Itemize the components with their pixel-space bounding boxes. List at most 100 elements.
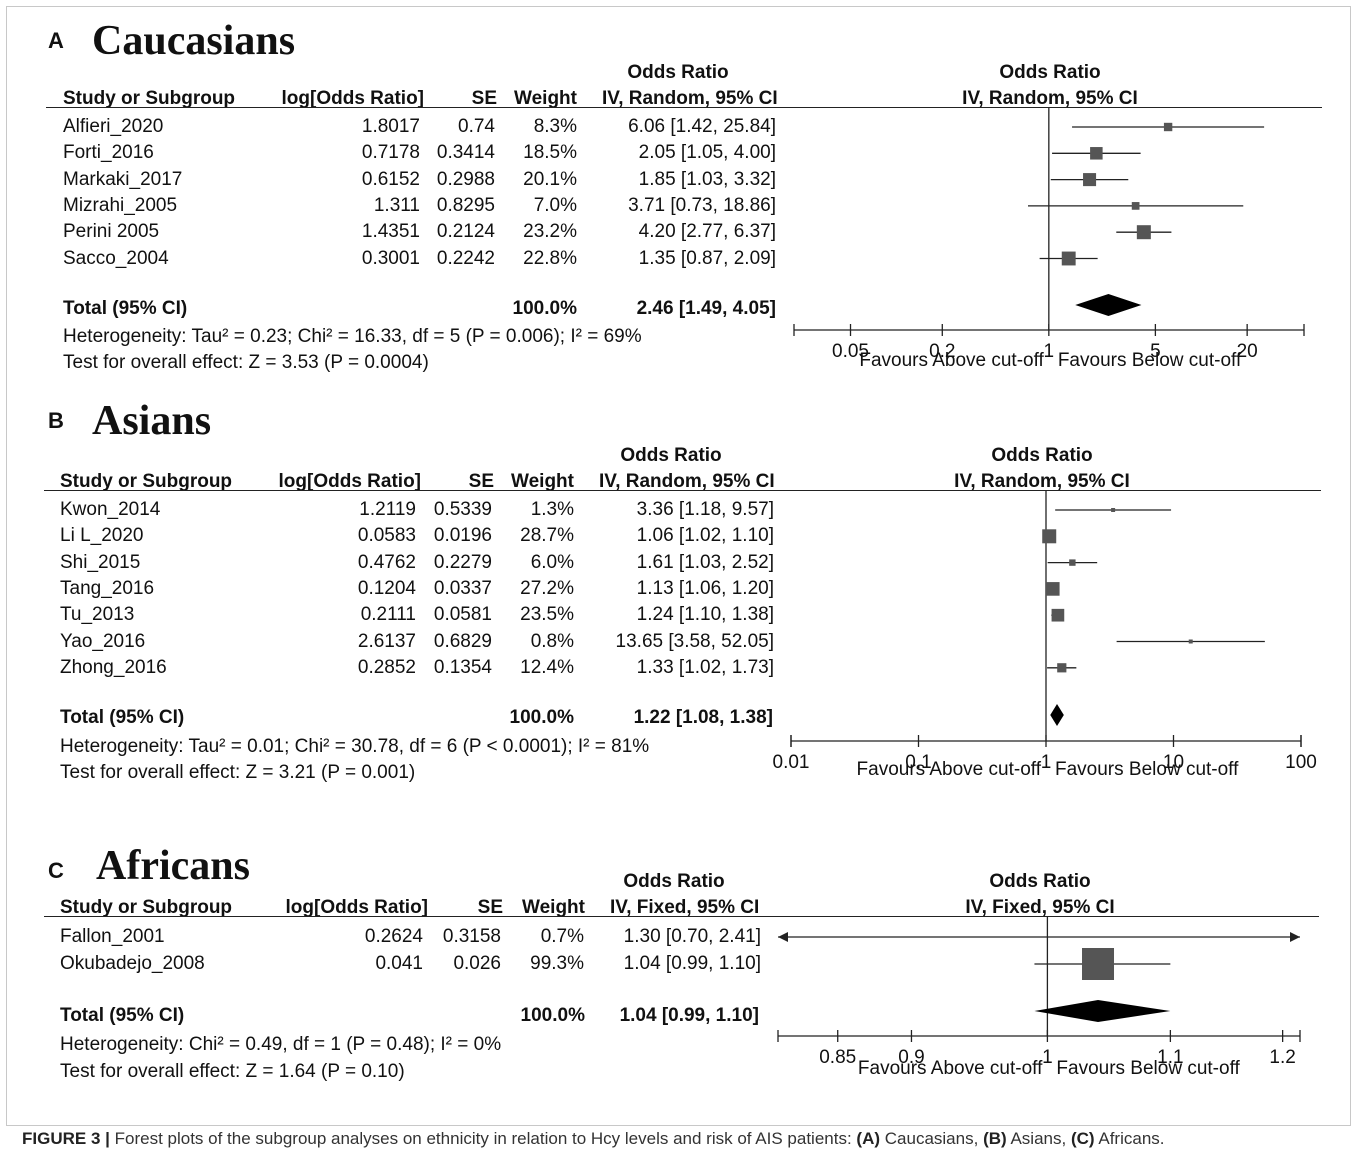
odds-ratio-ci: 4.20 [2.77, 6.37]: [638, 221, 776, 243]
panel-label: C: [48, 858, 64, 883]
study-name: Kwon_2014: [60, 499, 161, 520]
weight-header: Weight: [511, 471, 574, 492]
total-label: Total (95% CI): [63, 298, 188, 319]
log-odds-ratio: 1.4351: [361, 221, 420, 243]
standard-error: 0.2279: [433, 551, 492, 573]
total-ci: 1.04 [0.99, 1.10]: [619, 1005, 759, 1026]
panel-label: A: [48, 28, 64, 53]
total-weight: 100.0%: [520, 1005, 585, 1026]
favours-right-label: Favours Below cut-off: [1056, 1058, 1240, 1079]
standard-error: 0.2988: [436, 168, 495, 190]
odds-ratio-ci: 1.13 [1.06, 1.20]: [636, 577, 774, 599]
study-name: Tang_2016: [60, 577, 155, 599]
study-name: Tu_2013: [60, 604, 135, 626]
odds-ratio-ci: 3.36 [1.18, 9.57]: [636, 499, 774, 520]
caption-c-text: Africans.: [1098, 1129, 1165, 1148]
study-name: Fallon_2001: [60, 926, 165, 947]
heterogeneity-text: Heterogeneity: Chi² = 0.49, df = 1 (P = …: [60, 1034, 502, 1055]
favours-right-label: Favours Below cut-off: [1058, 350, 1242, 371]
total-label: Total (95% CI): [60, 707, 185, 728]
study-marker: [1082, 948, 1115, 980]
caption-figure-label: FIGURE 3 |: [22, 1129, 110, 1148]
x-tick-label: 1: [1042, 1047, 1053, 1068]
log-odds-ratio: 1.2119: [359, 499, 416, 520]
plot-column-title: Odds Ratio: [999, 62, 1101, 83]
logor-header: log[Odds Ratio]: [278, 471, 421, 492]
log-odds-ratio: 0.4762: [357, 551, 416, 573]
odds-ratio-ci: 1.61 [1.03, 2.52]: [636, 551, 774, 573]
study-name: Forti_2016: [63, 142, 154, 164]
study-weight: 23.2%: [523, 221, 577, 243]
log-odds-ratio: 0.1204: [357, 577, 416, 599]
study-marker: [1111, 508, 1116, 512]
standard-error: 0.0581: [433, 604, 492, 626]
or-column-title: Odds Ratio: [620, 445, 722, 466]
log-odds-ratio: 0.2624: [364, 926, 423, 947]
panel-title: Africans: [96, 843, 250, 889]
se-header: SE: [477, 897, 503, 918]
x-tick-label: 0.01: [773, 752, 810, 773]
standard-error: 0.74: [458, 116, 495, 137]
standard-error: 0.3414: [436, 142, 495, 164]
study-weight: 28.7%: [520, 525, 574, 547]
overall-effect-text: Test for overall effect: Z = 1.64 (P = 0…: [60, 1061, 405, 1082]
log-odds-ratio: 0.041: [375, 953, 423, 974]
pooled-diamond: [1050, 704, 1064, 726]
study-weight: 20.1%: [523, 168, 577, 190]
x-tick-label: 5: [1150, 341, 1161, 362]
log-odds-ratio: 0.6152: [361, 168, 420, 190]
header-rule: [44, 916, 1319, 917]
plot-column-title: Odds Ratio: [989, 871, 1091, 892]
log-odds-ratio: 2.6137: [357, 630, 416, 652]
logor-header: log[Odds Ratio]: [281, 88, 424, 109]
study-name: Yao_2016: [60, 630, 146, 652]
heterogeneity-text: Heterogeneity: Tau² = 0.01; Chi² = 30.78…: [60, 736, 650, 757]
log-odds-ratio: 0.7178: [361, 142, 420, 164]
study-weight: 12.4%: [520, 656, 574, 678]
standard-error: 0.8295: [436, 194, 495, 216]
log-odds-ratio: 1.311: [373, 194, 420, 216]
total-label: Total (95% CI): [60, 1005, 185, 1026]
standard-error: 0.026: [453, 953, 501, 974]
header-rule: [44, 490, 1321, 491]
standard-error: 0.6829: [433, 630, 492, 652]
x-tick-label: 0.05: [832, 341, 869, 362]
total-ci: 1.22 [1.08, 1.38]: [633, 707, 773, 728]
odds-ratio-ci: 2.05 [1.05, 4.00]: [638, 142, 776, 164]
study-header: Study or Subgroup: [60, 897, 233, 918]
study-weight: 18.5%: [523, 142, 577, 164]
standard-error: 0.2124: [436, 221, 495, 243]
study-weight: 6.0%: [530, 551, 574, 573]
study-weight: 0.7%: [540, 926, 584, 947]
odds-ratio-ci: 1.33 [1.02, 1.73]: [636, 656, 774, 678]
standard-error: 0.1354: [433, 656, 492, 678]
plot-method-header: IV, Random, 95% CI: [962, 88, 1138, 109]
weight-header: Weight: [514, 88, 577, 109]
standard-error: 0.5339: [433, 499, 492, 520]
overall-effect-text: Test for overall effect: Z = 3.21 (P = 0…: [60, 762, 416, 783]
plot-method-header: IV, Random, 95% CI: [954, 471, 1130, 492]
study-marker: [1136, 225, 1151, 240]
pooled-diamond: [1034, 1000, 1171, 1022]
odds-ratio-ci: 13.65 [3.58, 52.05]: [615, 630, 774, 652]
odds-ratio-ci: 6.06 [1.42, 25.84]: [628, 116, 776, 137]
study-weight: 8.3%: [533, 116, 577, 137]
study-header: Study or Subgroup: [60, 471, 233, 492]
study-marker: [1045, 582, 1060, 596]
heterogeneity-text: Heterogeneity: Tau² = 0.23; Chi² = 16.33…: [63, 326, 642, 347]
odds-ratio-ci: 1.30 [0.70, 2.41]: [623, 926, 761, 947]
study-marker: [1042, 529, 1057, 544]
total-weight: 100.0%: [509, 707, 574, 728]
study-marker: [1061, 251, 1076, 266]
x-tick-label: 20: [1237, 341, 1258, 362]
study-weight: 1.3%: [530, 499, 574, 520]
study-marker: [1131, 202, 1140, 210]
or-column-title: Odds Ratio: [623, 871, 725, 892]
ci-arrow-left: [778, 932, 788, 942]
x-tick-label: 0.1: [905, 752, 931, 773]
odds-ratio-ci: 1.35 [0.87, 2.09]: [638, 247, 776, 269]
caption-b-label: (B): [983, 1129, 1007, 1148]
x-tick-label: 1.1: [1157, 1047, 1183, 1068]
study-name: Alfieri_2020: [63, 116, 164, 137]
se-header: SE: [468, 471, 494, 492]
